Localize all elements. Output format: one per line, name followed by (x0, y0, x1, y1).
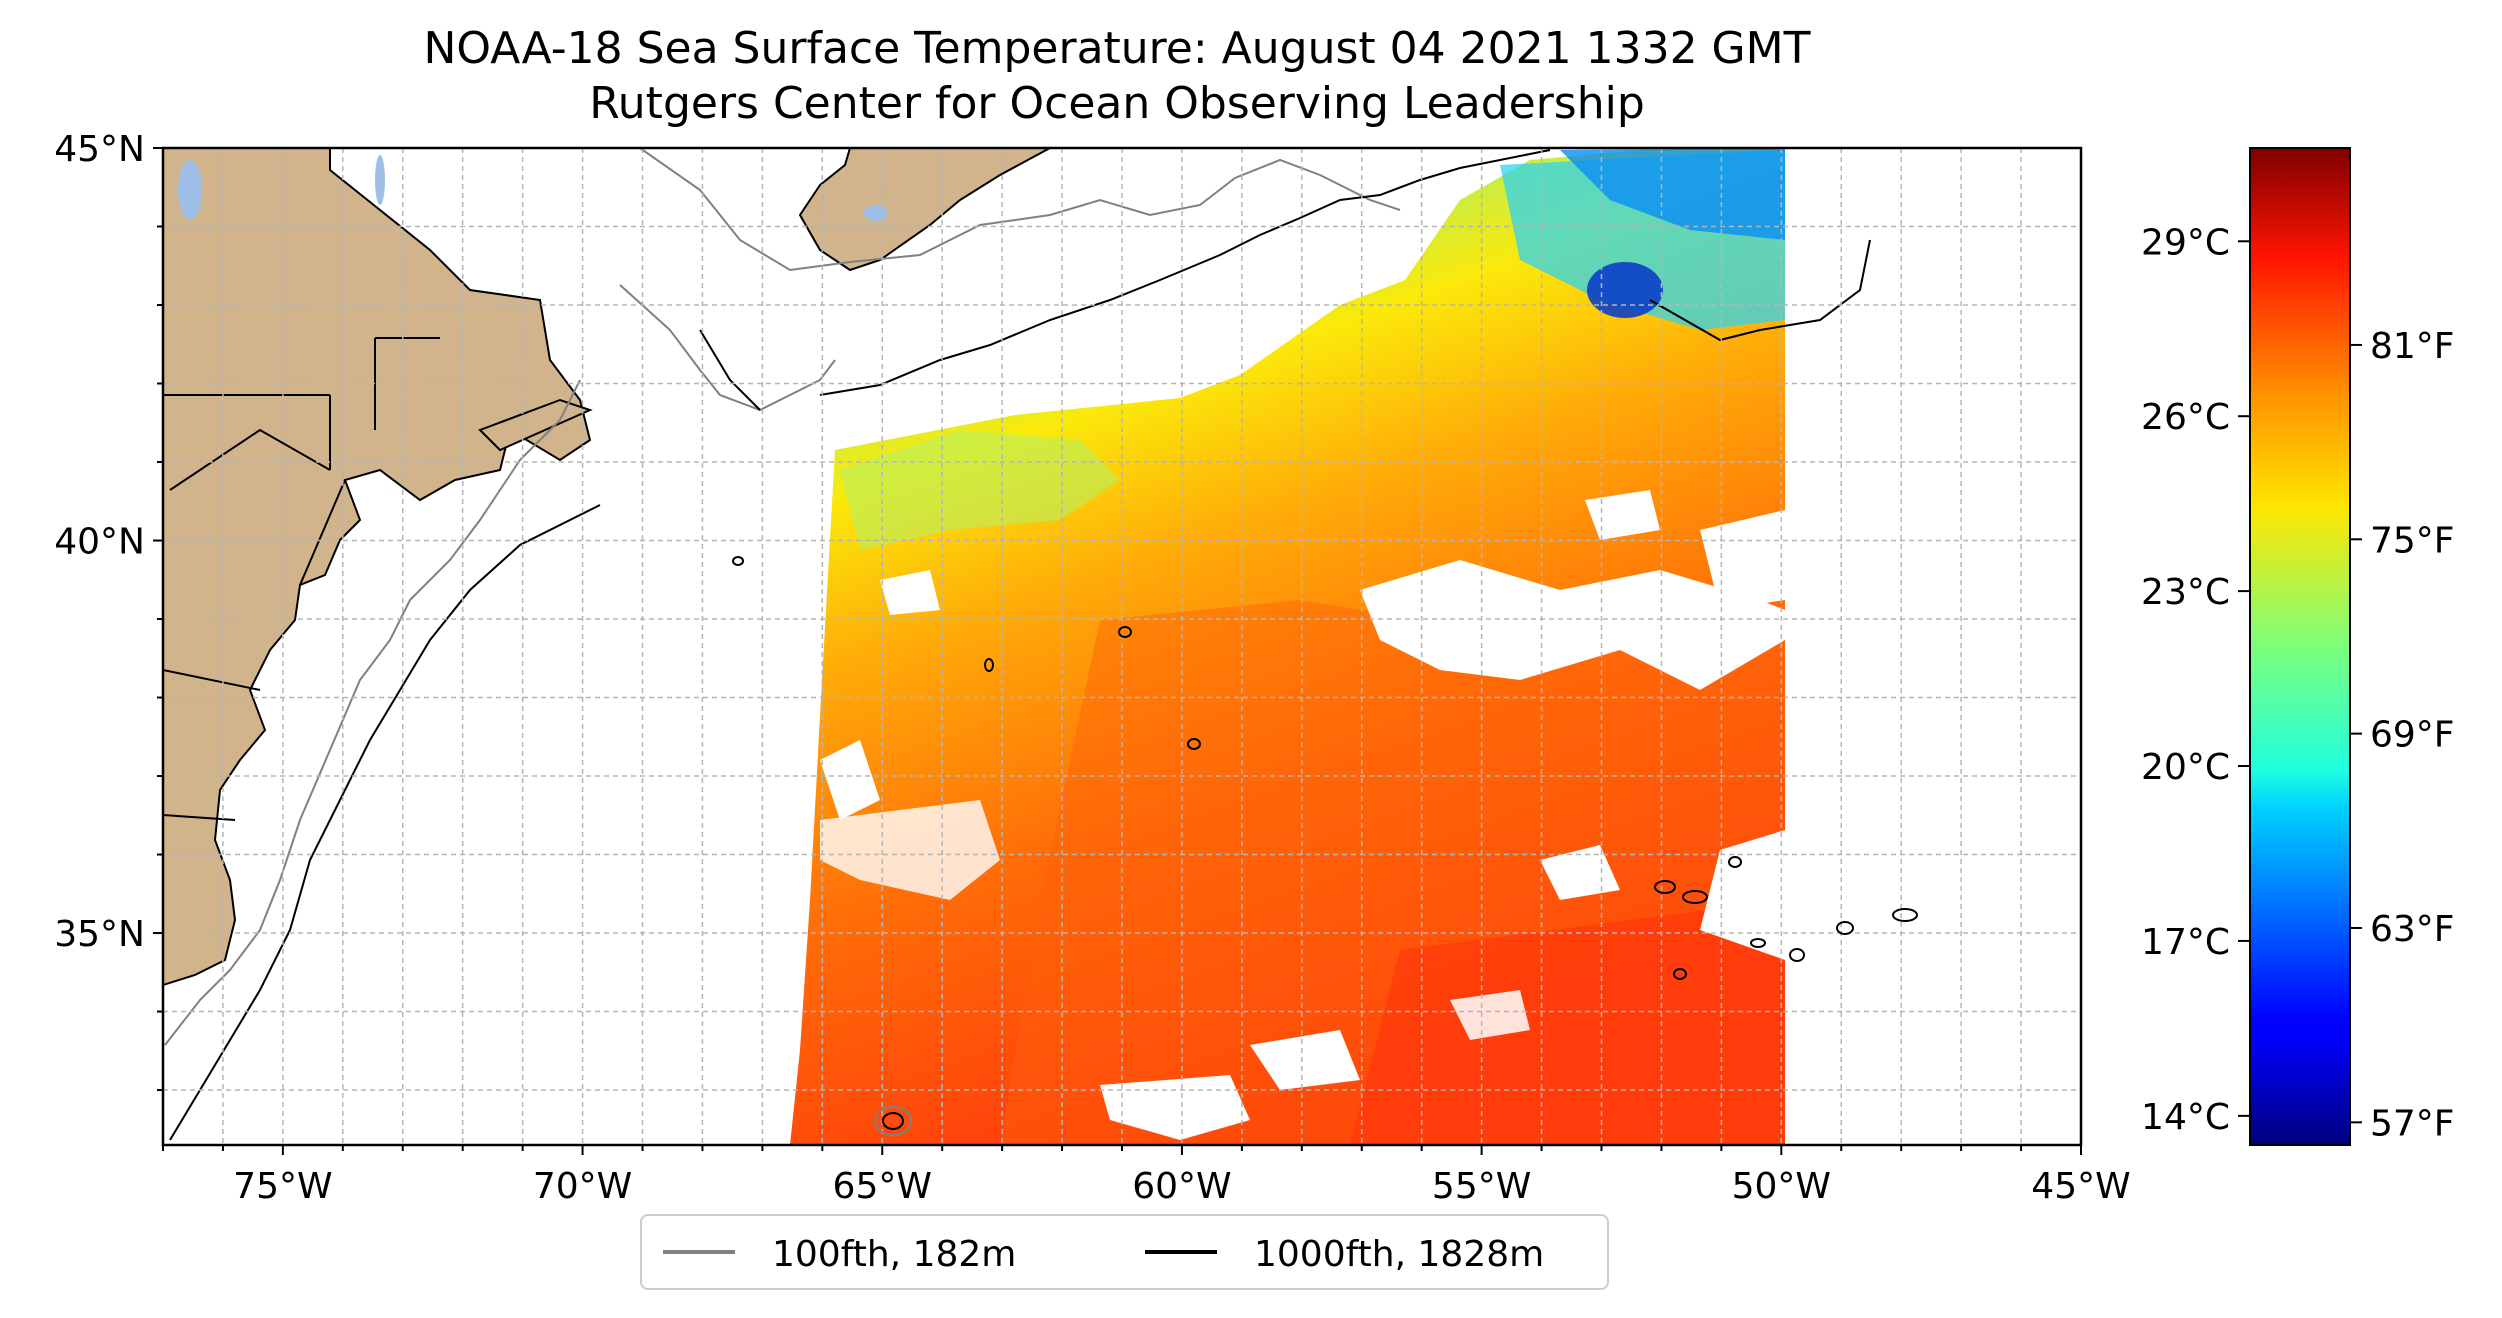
sst-hot-southeast (1350, 900, 1785, 1145)
colorbar-ticks: 29°C 26°C 23°C 20°C 17°C 14°C 81°F 75°F 69°F 63°F… (2141, 222, 2454, 1144)
colorbar-fahrenheit-label: 75°F (2370, 520, 2455, 561)
seamount (1673, 968, 1687, 980)
lon-tick-label: 60°W (1132, 1166, 1231, 1207)
legend-label-1000fth: 1000fth, 1828m (1254, 1234, 1544, 1275)
lat-tick-label: 45°N (54, 129, 145, 170)
map-panel (163, 148, 2081, 1145)
cloud-gap (820, 740, 880, 820)
cloud-gap (1250, 1030, 1360, 1090)
cloud-gap (880, 570, 940, 615)
sst-cold-eddy (1587, 262, 1663, 318)
chart-title-line2: Rutgers Center for Ocean Observing Leade… (589, 78, 1645, 129)
cloud-gap (1100, 1075, 1250, 1140)
map-axes: 75°W 70°W 65°W 60°W 55°W 50°W 45°W 45°N 40°N 35°N (54, 129, 2130, 1207)
isobath-100fth (164, 148, 1401, 1046)
sst-cold-core (1560, 148, 1785, 240)
seamount (874, 1106, 912, 1136)
seamount (1836, 921, 1854, 935)
seamount (984, 658, 994, 672)
lon-tick-label: 75°W (233, 1166, 332, 1207)
seamount (1892, 908, 1918, 922)
colorbar-celsius-label: 29°C (2141, 222, 2230, 263)
seamounts (732, 556, 1918, 1136)
colorbar: 29°C 26°C 23°C 20°C 17°C 14°C 81°F 75°F 69°F 63°F… (2141, 147, 2455, 1146)
cloud-gap (1360, 560, 1785, 690)
lon-tick-label: 65°W (833, 1166, 932, 1207)
cloud-gap (1585, 490, 1660, 540)
colorbar-gradient (2249, 147, 2351, 1146)
seamount (1682, 890, 1708, 904)
colorbar-celsius-label: 20°C (2141, 747, 2230, 788)
sst-main-area (790, 148, 1785, 1145)
isobath-1000fth (169, 149, 1871, 1141)
seamount (882, 1112, 904, 1130)
lake (178, 160, 202, 220)
sst-cool-intrusion (840, 430, 1120, 550)
lake (375, 155, 385, 205)
seamount (1789, 948, 1805, 962)
land-nova-scotia (798, 148, 1051, 272)
colorbar-celsius-label: 26°C (2141, 397, 2230, 438)
sst-warm-band (1000, 600, 1785, 1145)
seamount (732, 556, 744, 566)
lon-tick-label: 70°W (533, 1166, 632, 1207)
seamount (1728, 856, 1742, 868)
colorbar-celsius-label: 23°C (2141, 572, 2230, 613)
legend-label-100fth: 100fth, 182m (772, 1234, 1016, 1275)
lon-tick-label: 45°W (2031, 1166, 2130, 1207)
seamount (1118, 626, 1132, 638)
legend: 100fth, 182m 1000fth, 1828m (640, 1214, 1609, 1290)
colorbar-fahrenheit-label: 69°F (2370, 715, 2455, 756)
legend-box (640, 1214, 1609, 1290)
colorbar-fahrenheit-label: 57°F (2370, 1103, 2455, 1144)
seamount (1187, 738, 1201, 750)
cloud-gap (820, 800, 1000, 900)
colorbar-celsius-label: 14°C (2141, 1097, 2230, 1138)
sst-swath (790, 148, 1785, 1145)
chart-title-line1: NOAA-18 Sea Surface Temperature: August … (424, 23, 1811, 74)
colorbar-fahrenheit-label: 63°F (2370, 909, 2455, 950)
lon-tick-label: 50°W (1732, 1166, 1831, 1207)
seamount (1750, 938, 1766, 948)
lat-tick-label: 35°N (54, 914, 145, 955)
lake (864, 205, 888, 221)
cloud-gap (1450, 990, 1530, 1040)
colorbar-celsius-label: 17°C (2141, 922, 2230, 963)
seamount (1654, 880, 1676, 894)
gridlines (163, 148, 2081, 1145)
colorbar-fahrenheit-label: 81°F (2370, 326, 2455, 367)
land-long-island (478, 398, 593, 452)
lat-tick-label: 40°N (54, 522, 145, 563)
lon-tick-label: 55°W (1432, 1166, 1531, 1207)
cloud-gap (1540, 845, 1620, 900)
